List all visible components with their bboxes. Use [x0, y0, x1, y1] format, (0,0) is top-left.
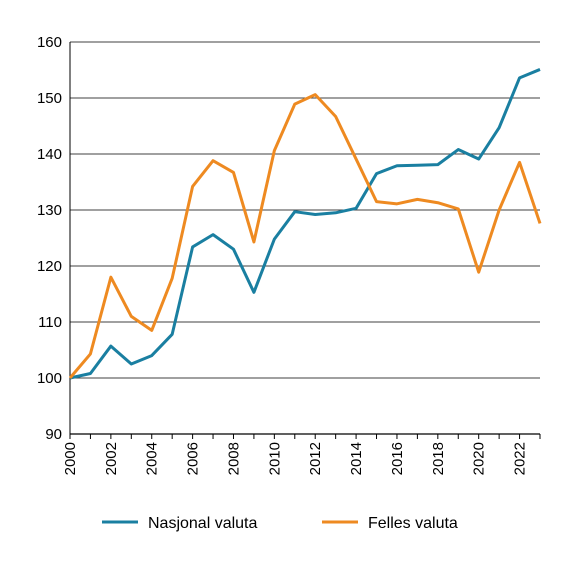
x-tick-label: 2002 — [103, 442, 120, 475]
x-tick-label: 2006 — [185, 442, 202, 475]
y-tick-label: 130 — [37, 202, 62, 219]
legend-item: Nasjonal valuta — [102, 515, 258, 532]
y-tick-label: 160 — [37, 34, 62, 51]
y-tick-label: 140 — [37, 146, 62, 163]
x-tick-label: 2014 — [348, 442, 365, 475]
x-tick-label: 2010 — [266, 442, 283, 475]
x-tick-label: 2016 — [389, 442, 406, 475]
x-tick-label: 2004 — [144, 442, 161, 475]
x-tick-label: 2020 — [471, 442, 488, 475]
legend-item: Felles valuta — [322, 515, 458, 532]
x-tick-label: 2012 — [307, 442, 324, 475]
axes: 90 100 110 120 130 140 150 160 2000 2002 2004 2006 2… — [37, 34, 541, 475]
legend-label: Nasjonal valuta — [148, 515, 258, 532]
y-tick-label: 90 — [45, 426, 62, 443]
x-tick-label: 2018 — [430, 442, 447, 475]
series-lines — [68, 68, 542, 380]
y-tick-label: 100 — [37, 370, 62, 387]
series-line-nasjonal-valuta — [69, 68, 541, 380]
legend: Nasjonal valuta Felles valuta — [102, 515, 458, 532]
x-tick-label: 2000 — [62, 442, 79, 475]
y-tick-label: 150 — [37, 90, 62, 107]
y-tick-label: 120 — [37, 258, 62, 275]
y-tick-label: 110 — [38, 314, 62, 331]
legend-label: Felles valuta — [368, 515, 458, 532]
series-line-felles-valuta — [68, 93, 542, 379]
x-tick-label: 2022 — [512, 442, 529, 475]
grid-lines — [70, 41, 540, 379]
x-tick-label: 2008 — [225, 442, 242, 475]
